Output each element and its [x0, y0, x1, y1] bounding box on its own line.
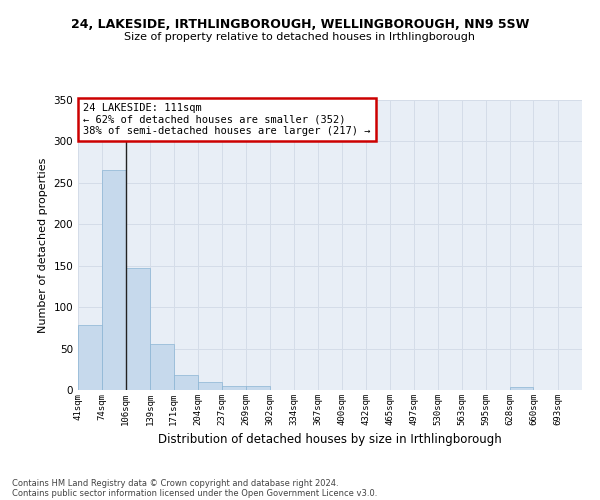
Text: Contains public sector information licensed under the Open Government Licence v3: Contains public sector information licen… [12, 488, 377, 498]
Bar [222, 386, 246, 390]
Text: Size of property relative to detached houses in Irthlingborough: Size of property relative to detached ho… [125, 32, 476, 42]
Bar [150, 344, 173, 390]
Bar [173, 375, 198, 390]
Text: Contains HM Land Registry data © Crown copyright and database right 2024.: Contains HM Land Registry data © Crown c… [12, 478, 338, 488]
Bar [198, 382, 222, 390]
Bar [510, 386, 533, 390]
Bar [102, 170, 126, 390]
Bar [246, 386, 270, 390]
Y-axis label: Number of detached properties: Number of detached properties [38, 158, 48, 332]
Text: 24, LAKESIDE, IRTHLINGBOROUGH, WELLINGBOROUGH, NN9 5SW: 24, LAKESIDE, IRTHLINGBOROUGH, WELLINGBO… [71, 18, 529, 30]
Bar [78, 326, 102, 390]
Text: 24 LAKESIDE: 111sqm
← 62% of detached houses are smaller (352)
38% of semi-detac: 24 LAKESIDE: 111sqm ← 62% of detached ho… [83, 103, 371, 136]
X-axis label: Distribution of detached houses by size in Irthlingborough: Distribution of detached houses by size … [158, 434, 502, 446]
Bar [126, 268, 150, 390]
